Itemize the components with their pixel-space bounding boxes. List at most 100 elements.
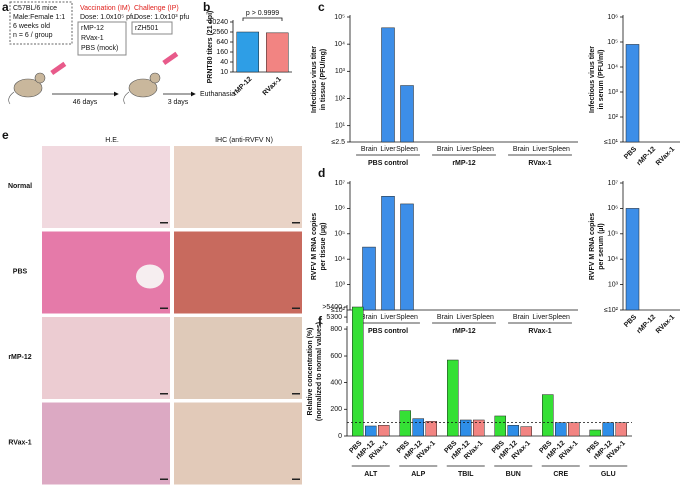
x-tick-label: Liver [456,146,472,153]
x-tick-label: Spleen [472,314,494,321]
panel-label: e [2,128,9,142]
y-axis-label: RVFV M RNA copies [589,213,596,280]
bar [589,429,601,437]
bar [542,394,554,437]
x-tick-label: Spleen [548,146,570,153]
y-axis-label: Infectious virus titer [589,46,596,113]
y-tick-label: >5400 [322,304,342,311]
group-label: rMP-12 [452,160,475,167]
x-tick-label: RVax-1 [262,76,283,97]
vaccine-group: PBS (mock) [81,45,118,52]
bar [381,196,395,311]
y-tick-label: 10⁴ [334,41,345,48]
y-tick-label: 160 [216,49,228,56]
challenge-dose: Dose: 1.0x10³ pfu [134,14,189,21]
bar [352,306,364,437]
panel-label: d [318,166,325,180]
x-tick-label: PBS [623,314,638,329]
scale-bar [292,307,300,309]
row-label: RVax-1 [8,439,31,446]
y-tick-label: 10 [220,69,228,76]
x-tick-label: Spleen [396,314,418,321]
vaccine-group: RVax-1 [81,35,104,42]
interval: 46 days [73,99,98,106]
y-tick-label: 10⁴ [607,64,618,71]
bar [266,32,289,73]
scale-bar [160,222,168,224]
x-tick-label: Brain [437,146,453,153]
group-label: GLU [601,471,616,478]
group-label: CRE [553,471,568,478]
y-axis-label: (normalized to normal values) [316,322,323,421]
mice-text: C57BL/6 mice [13,5,57,12]
y-axis-label: Relative concentration (%) [307,328,314,416]
x-tick-label: rMP-12 [636,314,658,336]
bar [507,425,519,437]
bar [425,421,437,437]
mouse-icon [8,72,161,105]
scale-bar [160,307,168,309]
x-tick-label: Liver [532,314,548,321]
annotation: p > 0.9999 [246,10,279,17]
row-label: Normal [8,183,32,190]
y-tick-label: ≤2.5 [331,139,345,146]
micrograph [174,146,302,228]
row-label: PBS [13,268,28,275]
x-tick-label: PBS [623,146,638,161]
endpoint: Euthanasia [200,91,235,98]
scale-bar [292,393,300,395]
x-tick-label: Liver [380,314,396,321]
row-label: rMP-12 [8,354,31,361]
scale-bar [160,478,168,480]
micrograph [42,317,170,399]
group-label: rMP-12 [452,328,475,335]
micrograph [42,402,170,485]
y-tick-label: 10¹ [335,122,346,129]
bar [362,246,376,311]
micrograph [174,231,302,314]
y-tick-label: 5300 [326,314,342,321]
bar [447,359,459,437]
x-tick-label: Brain [361,314,377,321]
micrograph [174,317,302,399]
x-tick-label: Brain [513,314,529,321]
y-tick-label: 400 [330,379,342,386]
x-tick-label: Liver [456,314,472,321]
scale-bar [292,478,300,480]
y-tick-label: 0 [338,433,342,440]
y-axis-label: in tissue (PFU/mg) [320,49,327,110]
micrograph [42,146,170,228]
vaccine-box [77,21,127,56]
y-tick-label: 10240 [209,19,229,26]
panel-label: b [203,0,210,14]
y-tick-label: ≤10¹ [604,139,619,146]
x-tick-label: Spleen [472,146,494,153]
y-tick-label: 10⁵ [607,39,618,46]
challenge-box [131,21,173,35]
y-tick-label: 10⁶ [607,205,618,212]
panel-label: a [2,0,9,14]
bar [400,203,414,311]
bar [412,418,424,437]
y-tick-label: 10³ [335,68,346,75]
x-tick-label: rMP-12 [636,146,658,168]
bar [625,208,640,311]
bar [615,422,627,437]
scale-bar [160,393,168,395]
x-tick-label: Liver [532,146,548,153]
y-tick-label: 10⁶ [334,205,345,212]
interval: 3 days [168,99,189,106]
x-tick-label: Brain [513,146,529,153]
x-tick-label: Liver [380,146,396,153]
group-label: RVax-1 [528,160,551,167]
axis-break [344,323,350,327]
x-tick-label: Brain [361,146,377,153]
y-tick-label: 800 [330,326,342,333]
vaccine-group: rMP-12 [81,25,104,32]
bar [602,422,614,437]
y-tick-label: 10³ [335,281,346,288]
group-label: PBS control [368,160,408,167]
schematic: C57BL/6 mice Male:Female 1:1 6 weeks old… [8,1,235,106]
y-tick-label: ≤10² [331,307,346,314]
